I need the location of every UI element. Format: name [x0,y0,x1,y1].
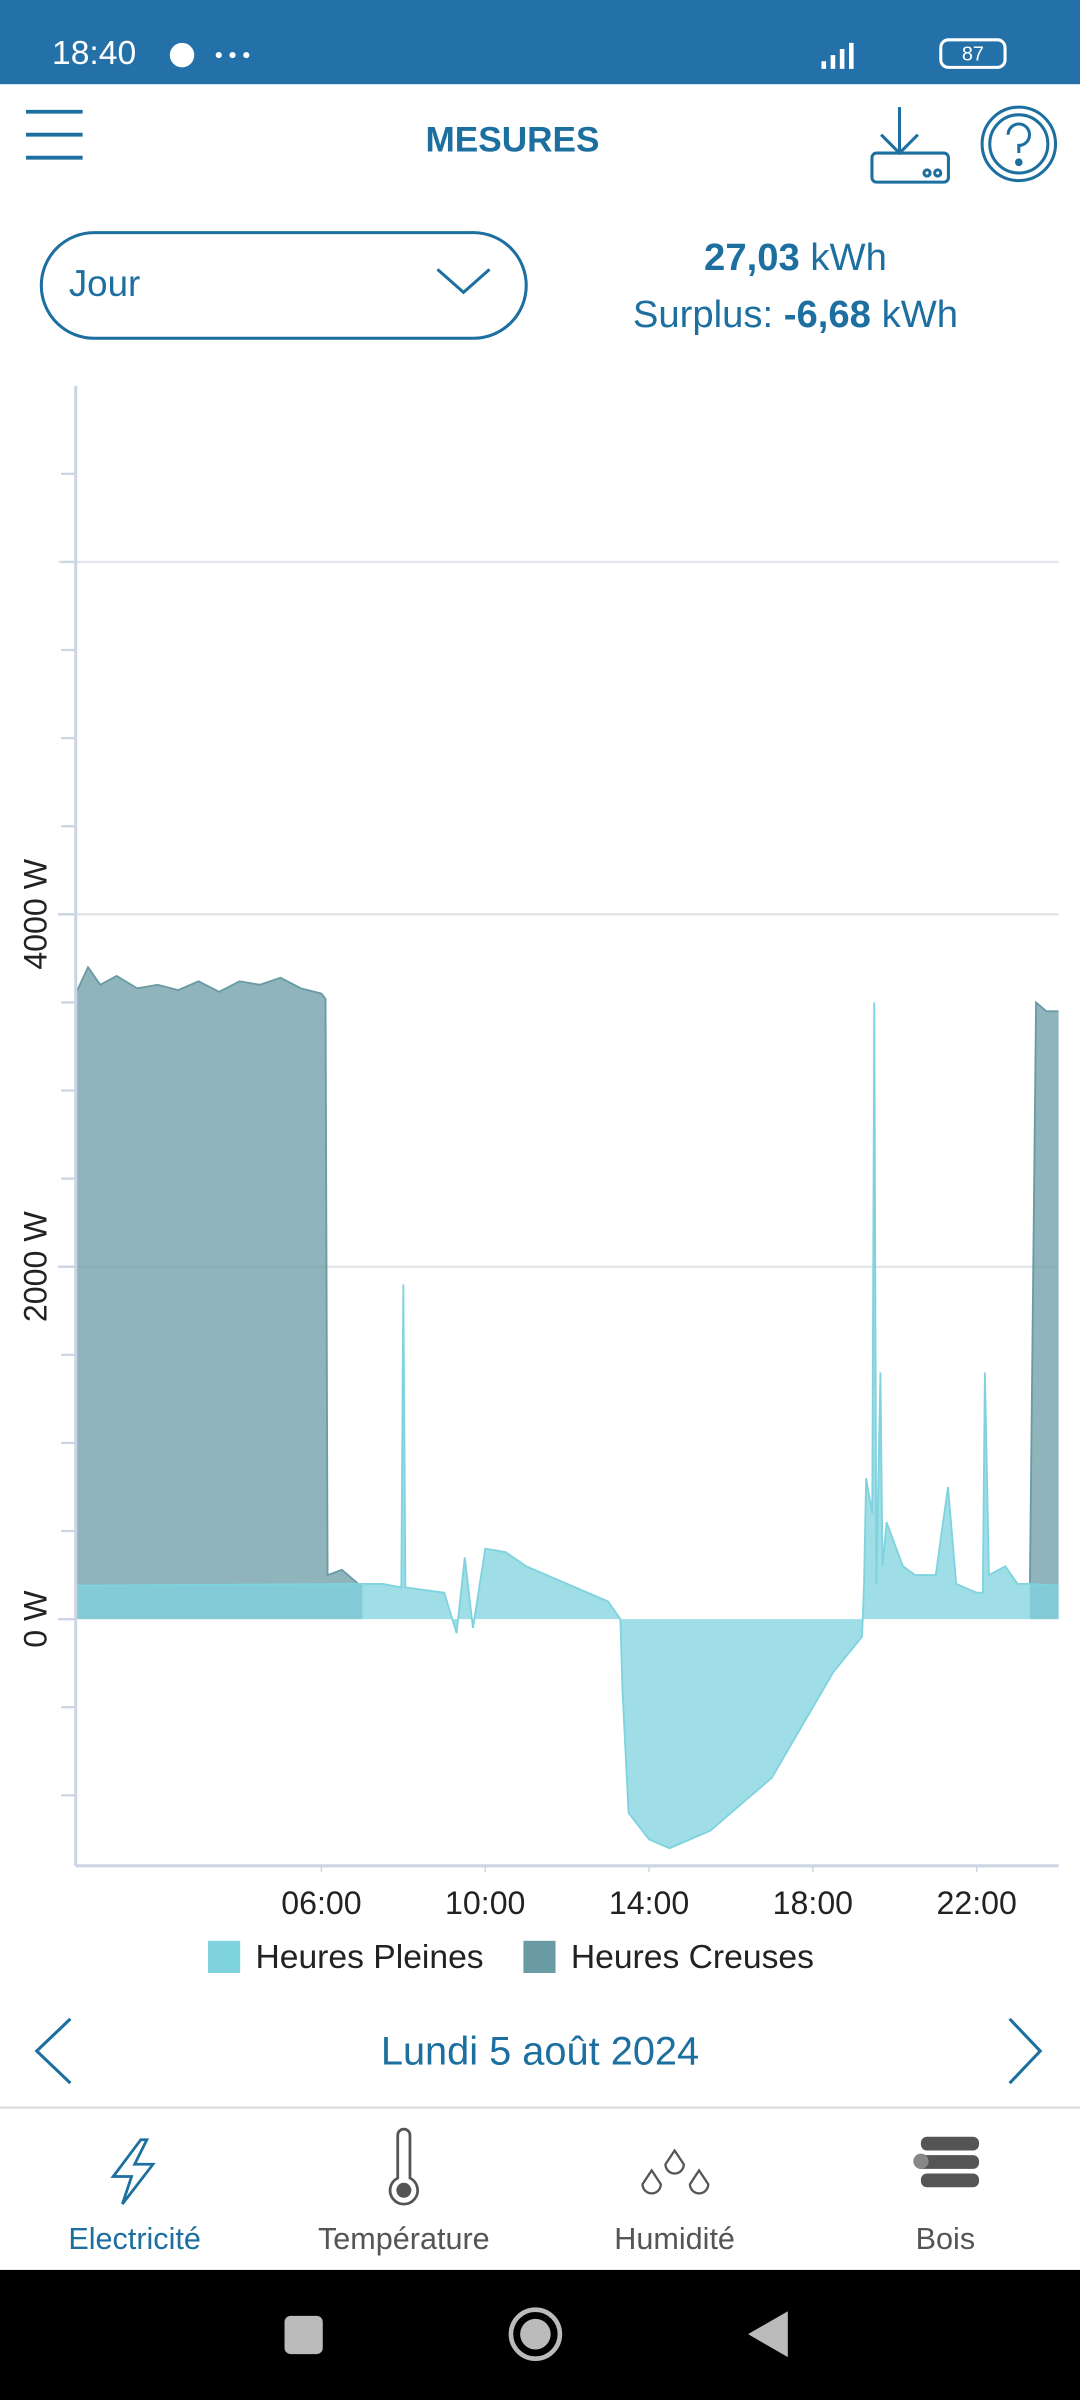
total-value: 27,03 [704,236,800,279]
total-unit: kWh [810,236,886,279]
legend-swatch [523,1940,556,1973]
surplus-value: -6,68 [784,293,871,336]
area-fill [1029,1002,1059,1620]
nav-recents[interactable] [284,2315,323,2355]
tab-label[interactable]: Température [318,2222,490,2256]
period-value: Jour [69,263,140,304]
tab-icon-temperature [388,2127,419,2206]
y-tick-label: 2000 W [18,1211,54,1322]
surplus-unit: kWh [882,293,958,336]
tab-icon-humidity [641,2148,710,2195]
total-energy: 27,03 kWh [704,236,887,279]
period-select[interactable] [39,231,528,340]
legend-label: Heures Creuses [571,1939,814,1976]
area-fill [75,1002,1059,1849]
tab-icon-electricity [110,2138,156,2205]
y-tick-label: 0 W [18,1590,54,1648]
tab-icon-wood [913,2136,980,2188]
surplus-label: Surplus: [633,293,773,336]
chart: 0 W 2000 W 4000 W 06:00 10:00 14:00 18:00 22:00… [18,385,1059,1976]
chevron-down [436,268,491,295]
area-line [75,1002,1059,1850]
help-button[interactable] [980,105,1058,183]
signal-icons [169,42,854,69]
prev-day[interactable] [34,2017,72,2085]
surplus: Surplus: -6,68 kWh [633,293,958,336]
tab-label[interactable]: Electricité [68,2222,201,2256]
next-day[interactable] [1008,2017,1043,2085]
menu-button[interactable] [26,109,83,160]
date-label: Lundi 5 août 2024 [381,2030,699,2074]
battery-icon [939,38,1007,69]
nav-back[interactable] [748,2311,788,2358]
tab-label[interactable]: Bois [916,2222,975,2256]
page-title: MESURES [425,121,599,160]
status-bar [0,0,1080,85]
tab-label[interactable]: Humidité [614,2222,735,2256]
download-button[interactable] [870,107,950,184]
x-tick-label: 22:00 [936,1885,1016,1921]
x-tick-label: 14:00 [609,1885,689,1921]
nav-home[interactable] [508,2307,563,2361]
area-fill [75,967,363,1620]
x-tick-label: 06:00 [281,1885,361,1921]
y-tick-label: 4000 W [18,858,54,969]
tab-bar: Electricité Température Humidité Bois [68,2222,975,2256]
x-tick-label: 10:00 [445,1885,525,1921]
status-time: 18:40 [52,35,136,72]
x-tick-label: 18:00 [773,1885,853,1921]
legend-label: Heures Pleines [255,1939,483,1976]
battery-level: 87 [962,43,984,65]
legend-swatch [208,1940,241,1973]
area-line [74,965,1059,1589]
